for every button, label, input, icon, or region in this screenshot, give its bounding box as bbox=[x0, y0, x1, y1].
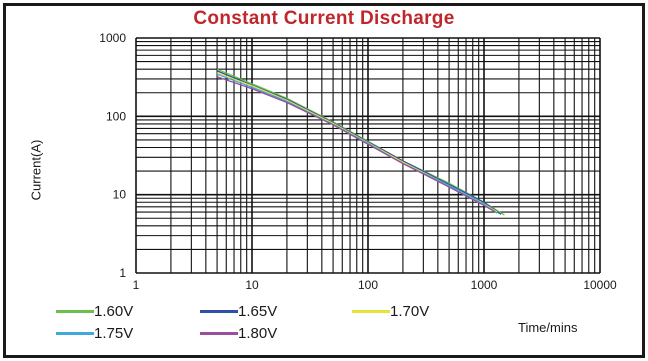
legend-label: 1.70V bbox=[390, 302, 430, 320]
x-axis-label: Time/mins bbox=[518, 320, 578, 335]
chart-title: Constant Current Discharge bbox=[193, 8, 455, 29]
legend-swatch bbox=[200, 309, 238, 313]
x-tick-label: 1000 bbox=[471, 278, 498, 292]
y-tick-label: 100 bbox=[106, 109, 126, 123]
y-tick-label: 1000 bbox=[99, 31, 126, 45]
x-tick-label: 10000 bbox=[583, 278, 617, 292]
y-tick-label: 10 bbox=[113, 188, 127, 202]
series-line-1.65V bbox=[216, 70, 502, 215]
legend-swatch bbox=[56, 331, 94, 335]
x-tick-label: 10 bbox=[245, 278, 259, 292]
legend-swatch bbox=[352, 309, 390, 313]
legend-label: 1.80V bbox=[238, 324, 278, 342]
legend-label: 1.60V bbox=[94, 302, 134, 320]
legend-label: 1.65V bbox=[238, 302, 278, 320]
legend-item: 1.65V bbox=[200, 302, 277, 320]
series-line-1.80V bbox=[216, 76, 496, 213]
legend-item: 1.80V bbox=[200, 324, 277, 342]
legend-item: 1.70V bbox=[352, 302, 429, 320]
y-tick-label: 1 bbox=[119, 266, 126, 280]
x-tick-label: 100 bbox=[358, 278, 378, 292]
legend-item: 1.60V bbox=[56, 302, 133, 320]
legend-swatch bbox=[56, 309, 94, 313]
series-line-1.75V bbox=[216, 73, 498, 214]
legend-item: 1.75V bbox=[56, 324, 133, 342]
x-tick-label: 1 bbox=[133, 278, 140, 292]
legend-label: 1.75V bbox=[94, 324, 134, 342]
legend-swatch bbox=[200, 331, 238, 335]
